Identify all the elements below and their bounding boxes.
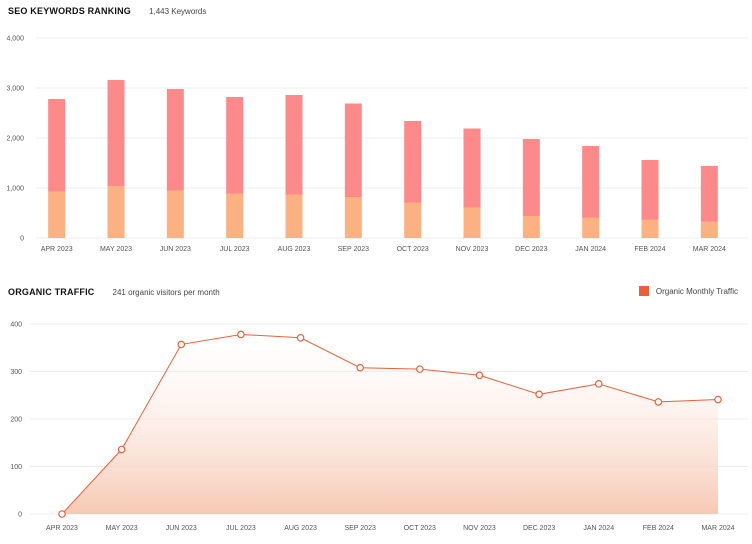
traffic-y-tick: 400 xyxy=(10,322,22,329)
traffic-point xyxy=(177,340,186,349)
traffic-x-tick: DEC 2023 xyxy=(523,525,555,532)
keywords-bar-lower xyxy=(463,207,481,238)
keywords-bar-lower xyxy=(522,216,540,238)
traffic-area-fill xyxy=(62,334,718,514)
keywords-x-tick: JUN 2023 xyxy=(160,246,191,253)
keywords-bar-lower xyxy=(582,217,600,238)
keywords-y-tick: 1,000 xyxy=(6,186,24,193)
traffic-point xyxy=(237,330,245,339)
traffic-x-tick: SEP 2023 xyxy=(344,525,376,532)
traffic-point xyxy=(594,380,603,388)
keywords-bar-upper xyxy=(107,80,125,186)
traffic-x-tick: FEB 2024 xyxy=(643,525,674,532)
keywords-bar-upper xyxy=(641,160,659,220)
keywords-bar-upper xyxy=(48,99,66,192)
traffic-y-tick: 100 xyxy=(10,464,22,471)
keywords-x-tick: SEP 2023 xyxy=(338,246,370,253)
keywords-y-tick: 0 xyxy=(20,236,24,243)
keywords-bar-upper xyxy=(463,128,481,208)
keywords-x-tick: JAN 2024 xyxy=(575,246,606,253)
keywords-bar-lower xyxy=(107,186,125,238)
traffic-x-tick: AUG 2023 xyxy=(284,525,317,532)
traffic-x-tick: NOV 2023 xyxy=(463,525,496,532)
keywords-bar-lower xyxy=(285,194,303,238)
traffic-chart-title: ORGANIC TRAFFIC xyxy=(8,287,95,297)
keywords-bar-upper xyxy=(582,146,600,218)
traffic-point xyxy=(535,390,543,399)
traffic-x-tick: JUL 2023 xyxy=(226,525,256,532)
keywords-bar-lower xyxy=(641,219,659,238)
traffic-point xyxy=(296,333,305,342)
traffic-point xyxy=(117,445,126,454)
legend-swatch xyxy=(638,286,649,296)
traffic-point xyxy=(654,398,663,406)
keywords-x-tick: DEC 2023 xyxy=(515,246,547,253)
traffic-x-tick: MAR 2024 xyxy=(701,525,734,532)
traffic-x-tick: JAN 2024 xyxy=(583,525,614,532)
keywords-bar-lower xyxy=(404,202,422,238)
keywords-chart-subtitle: 1,443 Keywords xyxy=(149,7,207,16)
keywords-bar-lower xyxy=(166,190,184,238)
traffic-x-tick: OCT 2023 xyxy=(404,525,436,532)
traffic-point xyxy=(475,371,484,380)
keywords-x-tick: JUL 2023 xyxy=(220,246,250,253)
keywords-bar-upper xyxy=(285,95,303,195)
keywords-chart-title: SEO KEYWORDS RANKING xyxy=(8,6,132,16)
keywords-y-tick: 2,000 xyxy=(6,136,24,143)
keywords-bar-lower xyxy=(226,193,244,238)
keywords-x-tick: APR 2023 xyxy=(41,246,73,253)
legend-label: Organic Monthly Traffic xyxy=(655,286,738,296)
traffic-y-tick: 0 xyxy=(18,512,22,519)
keywords-bar-lower xyxy=(48,191,66,238)
keywords-x-tick: MAY 2023 xyxy=(100,246,132,253)
keywords-chart-header: SEO KEYWORDS RANKING 1,443 Keywords xyxy=(8,6,206,16)
traffic-point xyxy=(356,363,364,372)
traffic-point xyxy=(58,510,66,518)
traffic-chart-header: ORGANIC TRAFFIC 241 organic visitors per… xyxy=(8,287,220,297)
traffic-point xyxy=(714,395,722,404)
keywords-x-tick: FEB 2024 xyxy=(634,246,665,253)
keywords-bar-upper xyxy=(700,166,718,222)
traffic-y-tick: 300 xyxy=(10,369,22,376)
keywords-bar-upper xyxy=(166,89,184,191)
traffic-x-tick: APR 2023 xyxy=(46,525,78,532)
keywords-y-tick: 3,000 xyxy=(6,86,24,93)
traffic-legend[interactable]: Organic Monthly Traffic xyxy=(638,286,738,296)
keywords-bar-upper xyxy=(522,139,540,216)
keywords-y-tick: 4,000 xyxy=(6,36,24,43)
traffic-y-tick: 200 xyxy=(10,417,22,424)
keywords-bar-lower xyxy=(700,221,718,238)
keywords-x-tick: MAR 2024 xyxy=(693,246,726,253)
traffic-x-tick: JUN 2023 xyxy=(166,525,197,532)
traffic-line xyxy=(61,333,719,515)
keywords-bar-upper xyxy=(226,97,244,194)
traffic-chart-subtitle: 241 organic visitors per month xyxy=(112,288,220,297)
keywords-bar-lower xyxy=(344,197,362,238)
traffic-point xyxy=(416,365,424,373)
keywords-bar-upper xyxy=(344,103,362,197)
keywords-bar-upper xyxy=(404,121,422,203)
keywords-x-tick: NOV 2023 xyxy=(456,246,489,253)
keywords-x-tick: OCT 2023 xyxy=(397,246,429,253)
keywords-x-tick: AUG 2023 xyxy=(278,246,311,253)
traffic-x-tick: MAY 2023 xyxy=(106,525,138,532)
